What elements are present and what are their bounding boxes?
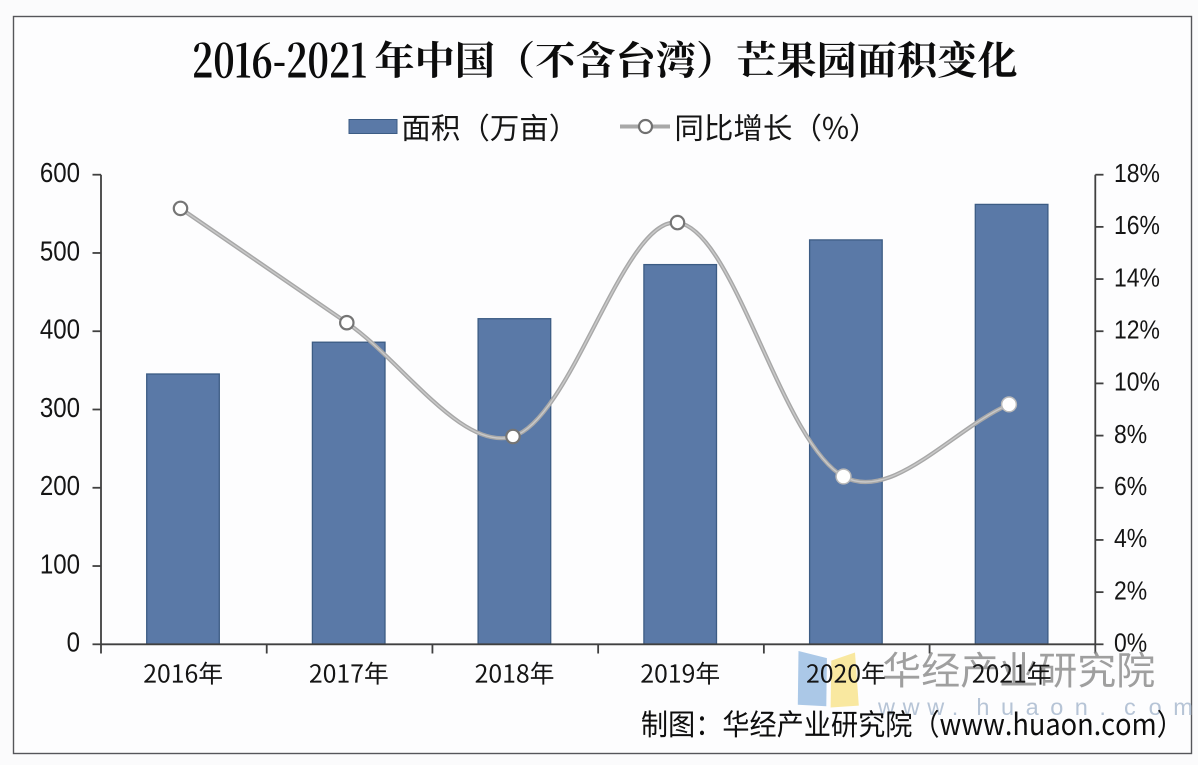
svg-text:18%: 18% xyxy=(1114,160,1160,188)
svg-text:u: u xyxy=(1001,694,1014,720)
svg-text:8%: 8% xyxy=(1114,421,1147,449)
svg-text:o: o xyxy=(1149,694,1162,720)
svg-text:500: 500 xyxy=(40,235,80,267)
svg-text:300: 300 xyxy=(40,391,80,423)
svg-text:w: w xyxy=(926,694,945,720)
svg-text:a: a xyxy=(1026,694,1040,720)
svg-text:.: . xyxy=(1099,694,1106,720)
svg-text:m: m xyxy=(1173,694,1193,720)
svg-text:0: 0 xyxy=(67,626,80,658)
svg-text:0%: 0% xyxy=(1114,629,1147,657)
svg-text:c: c xyxy=(1124,694,1136,720)
svg-text:16%: 16% xyxy=(1114,212,1160,240)
svg-text:w: w xyxy=(902,694,921,720)
svg-text:600: 600 xyxy=(40,156,80,188)
svg-text:h: h xyxy=(976,694,989,720)
svg-text:4%: 4% xyxy=(1114,525,1147,553)
svg-text:o: o xyxy=(1050,694,1063,720)
svg-text:n: n xyxy=(1075,694,1088,720)
svg-text:6%: 6% xyxy=(1114,473,1147,501)
svg-text:100: 100 xyxy=(40,548,80,580)
svg-text:12%: 12% xyxy=(1114,316,1160,344)
svg-text:.: . xyxy=(952,694,959,720)
svg-text:10%: 10% xyxy=(1114,369,1160,397)
svg-text:400: 400 xyxy=(40,313,80,345)
svg-text:14%: 14% xyxy=(1114,264,1160,292)
svg-text:200: 200 xyxy=(40,469,80,501)
svg-text:2%: 2% xyxy=(1114,577,1147,605)
